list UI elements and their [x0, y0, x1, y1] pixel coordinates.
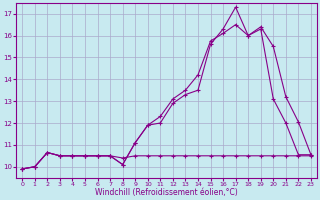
X-axis label: Windchill (Refroidissement éolien,°C): Windchill (Refroidissement éolien,°C) [95, 188, 238, 197]
